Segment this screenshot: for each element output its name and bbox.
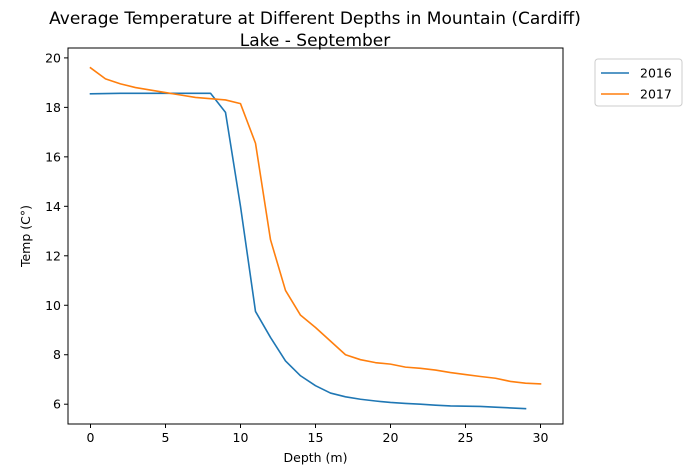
series-lines [89, 66, 542, 410]
x-tick-label: 25 [458, 430, 474, 445]
y-tick-label: 10 [45, 298, 61, 313]
x-tick-label: 20 [383, 430, 399, 445]
y-tick-label: 16 [45, 149, 61, 164]
y-tick-label: 18 [45, 100, 61, 115]
x-tick-label: 10 [233, 430, 249, 445]
y-axis-label: Temp (C°) [18, 205, 33, 268]
series-line-2016 [89, 92, 527, 410]
x-tick-label: 0 [87, 430, 95, 445]
series-line-2017 [89, 66, 542, 385]
y-tick-label: 12 [45, 248, 61, 263]
y-tick-label: 8 [53, 347, 61, 362]
x-tick-label: 30 [533, 430, 549, 445]
x-axis-label: Depth (m) [284, 450, 348, 465]
x-tick-label: 15 [308, 430, 324, 445]
plot-frame [67, 47, 564, 425]
x-tick-label: 5 [162, 430, 170, 445]
x-axis: 0 5 10 15 20 25 30 [87, 424, 549, 445]
legend-label-2017: 2017 [640, 87, 672, 102]
y-axis: 6 8 10 12 14 16 18 20 [45, 50, 68, 412]
legend: 2016 2017 [594, 58, 683, 107]
y-tick-label: 6 [53, 397, 61, 412]
legend-label-2016: 2016 [640, 66, 672, 81]
chart-title-line-1: Average Temperature at Different Depths … [49, 9, 581, 29]
y-tick-label: 14 [45, 199, 61, 214]
chart-title-line-2: Lake - September [240, 31, 391, 51]
y-tick-label: 20 [45, 50, 61, 65]
